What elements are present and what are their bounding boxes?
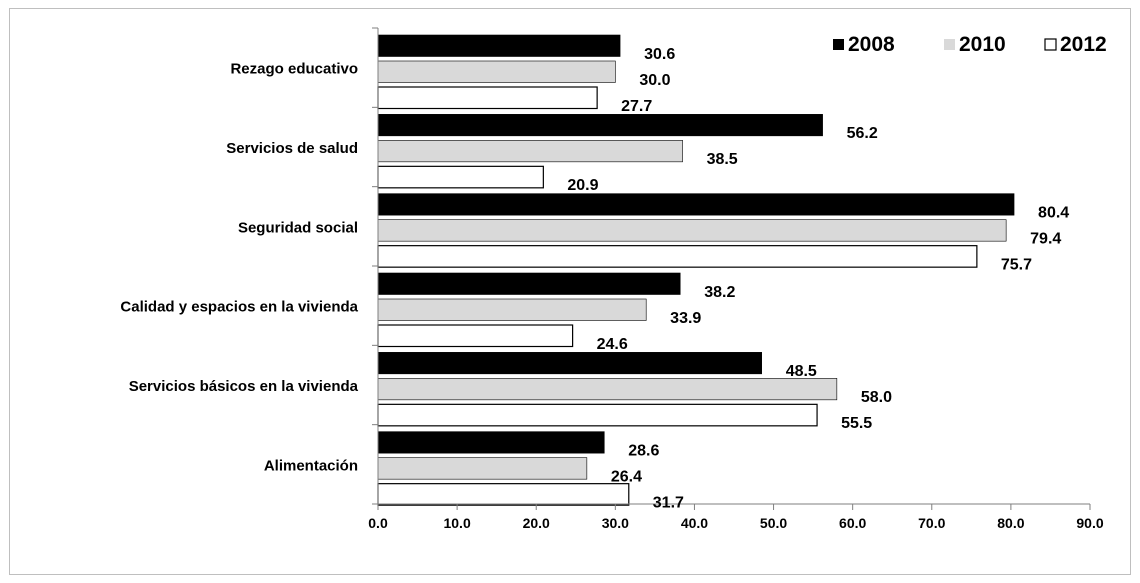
x-tick-label-5: 50.0 bbox=[760, 515, 787, 531]
x-tick-label-9: 90.0 bbox=[1076, 515, 1103, 531]
value-label-2010-5: 26.4 bbox=[611, 468, 642, 485]
category-label-2: Seguridad social bbox=[238, 219, 358, 236]
legend: 2008 2010 2012 bbox=[833, 33, 1107, 56]
value-label-2010-2: 79.4 bbox=[1030, 230, 1061, 247]
category-label-0: Rezago educativo bbox=[230, 61, 358, 78]
chart-frame bbox=[9, 8, 1131, 575]
x-tick-label-3: 30.0 bbox=[602, 515, 629, 531]
bar-2010-4 bbox=[377, 378, 838, 401]
x-tick-label-0: 0.0 bbox=[368, 515, 388, 531]
x-tick-label-2: 20.0 bbox=[523, 515, 550, 531]
value-label-2010-4: 58.0 bbox=[861, 389, 892, 406]
bar-2010-5 bbox=[377, 457, 588, 480]
bar-2008-5 bbox=[377, 431, 605, 454]
x-tick-label-8: 80.0 bbox=[997, 515, 1024, 531]
bar-2008-1 bbox=[377, 114, 823, 137]
x-tick-label-6: 60.0 bbox=[839, 515, 866, 531]
value-label-2008-1: 56.2 bbox=[847, 125, 878, 142]
x-tick-label-7: 70.0 bbox=[918, 515, 945, 531]
category-label-5: Alimentación bbox=[264, 457, 358, 474]
bar-2012-3 bbox=[377, 324, 574, 348]
bar-2008-0 bbox=[377, 34, 621, 57]
legend-swatch-2008 bbox=[833, 39, 844, 50]
category-label-3: Calidad y espacios en la vivienda bbox=[120, 299, 358, 316]
value-label-2012-4: 55.5 bbox=[841, 415, 872, 432]
value-label-2010-3: 33.9 bbox=[670, 310, 701, 327]
bar-2012-0 bbox=[377, 86, 598, 110]
labels-group: 30.6 30.0 27.7 Rezago educativo 56.2 38.5 20.9… bbox=[120, 46, 1103, 531]
value-label-2012-3: 24.6 bbox=[597, 336, 628, 353]
x-tick-label-4: 40.0 bbox=[681, 515, 708, 531]
category-label-1: Servicios de salud bbox=[226, 140, 358, 157]
x-tick-label-1: 10.0 bbox=[443, 515, 470, 531]
bar-2012-1 bbox=[377, 165, 544, 189]
value-label-2008-0: 30.6 bbox=[644, 46, 675, 63]
axes-group bbox=[372, 27, 1091, 510]
legend-swatch-2010 bbox=[944, 39, 955, 50]
value-label-2010-0: 30.0 bbox=[639, 72, 670, 89]
legend-label-2012: 2012 bbox=[1060, 33, 1107, 56]
bar-2010-1 bbox=[377, 140, 683, 163]
value-label-2008-5: 28.6 bbox=[628, 442, 659, 459]
bar-2008-3 bbox=[377, 272, 681, 295]
bar-2012-2 bbox=[377, 245, 978, 268]
value-label-2012-1: 20.9 bbox=[567, 177, 598, 194]
value-label-2012-2: 75.7 bbox=[1001, 256, 1032, 273]
value-label-2008-2: 80.4 bbox=[1038, 204, 1069, 221]
value-label-2008-3: 38.2 bbox=[704, 284, 735, 301]
bar-2012-5 bbox=[377, 483, 630, 506]
value-label-2008-4: 48.5 bbox=[786, 363, 817, 380]
value-label-2012-0: 27.7 bbox=[621, 98, 652, 115]
legend-label-2008: 2008 bbox=[848, 33, 895, 56]
legend-swatch-2012 bbox=[1044, 38, 1057, 51]
bar-2008-4 bbox=[377, 352, 762, 375]
legend-label-2010: 2010 bbox=[959, 33, 1006, 56]
bar-2012-4 bbox=[377, 403, 818, 427]
value-label-2010-1: 38.5 bbox=[707, 151, 738, 168]
bar-2010-2 bbox=[377, 219, 1007, 242]
bars-group bbox=[377, 34, 1015, 506]
bar-2008-2 bbox=[377, 193, 1015, 216]
bar-2010-0 bbox=[377, 60, 616, 83]
bar-2010-3 bbox=[377, 298, 647, 321]
category-label-4: Servicios básicos en la vivienda bbox=[129, 378, 359, 395]
value-label-2012-5: 31.7 bbox=[653, 494, 684, 511]
